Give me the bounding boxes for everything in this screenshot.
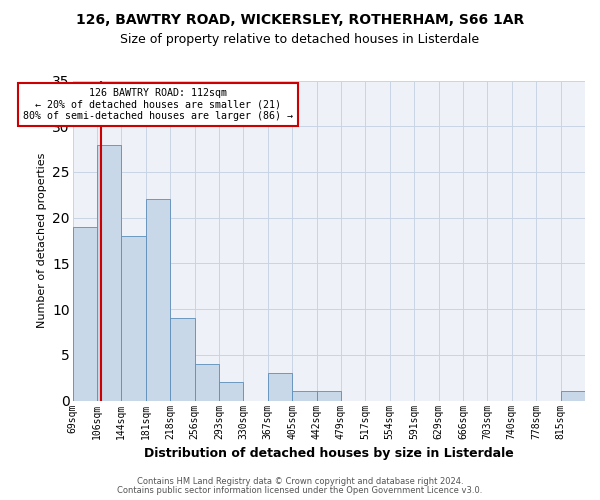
Bar bbox=[194, 364, 219, 401]
X-axis label: Distribution of detached houses by size in Listerdale: Distribution of detached houses by size … bbox=[144, 447, 514, 460]
Bar bbox=[268, 373, 292, 400]
Bar bbox=[560, 392, 585, 400]
Bar bbox=[219, 382, 244, 400]
Bar bbox=[97, 144, 121, 400]
Bar bbox=[121, 236, 146, 400]
Bar bbox=[317, 392, 341, 400]
Bar bbox=[73, 227, 97, 400]
Bar bbox=[170, 318, 194, 400]
Text: Size of property relative to detached houses in Listerdale: Size of property relative to detached ho… bbox=[121, 32, 479, 46]
Text: 126, BAWTRY ROAD, WICKERSLEY, ROTHERHAM, S66 1AR: 126, BAWTRY ROAD, WICKERSLEY, ROTHERHAM,… bbox=[76, 12, 524, 26]
Y-axis label: Number of detached properties: Number of detached properties bbox=[37, 153, 47, 328]
Bar bbox=[146, 200, 170, 400]
Bar bbox=[292, 392, 317, 400]
Text: 126 BAWTRY ROAD: 112sqm
← 20% of detached houses are smaller (21)
80% of semi-de: 126 BAWTRY ROAD: 112sqm ← 20% of detache… bbox=[23, 88, 293, 121]
Text: Contains public sector information licensed under the Open Government Licence v3: Contains public sector information licen… bbox=[118, 486, 482, 495]
Text: Contains HM Land Registry data © Crown copyright and database right 2024.: Contains HM Land Registry data © Crown c… bbox=[137, 477, 463, 486]
